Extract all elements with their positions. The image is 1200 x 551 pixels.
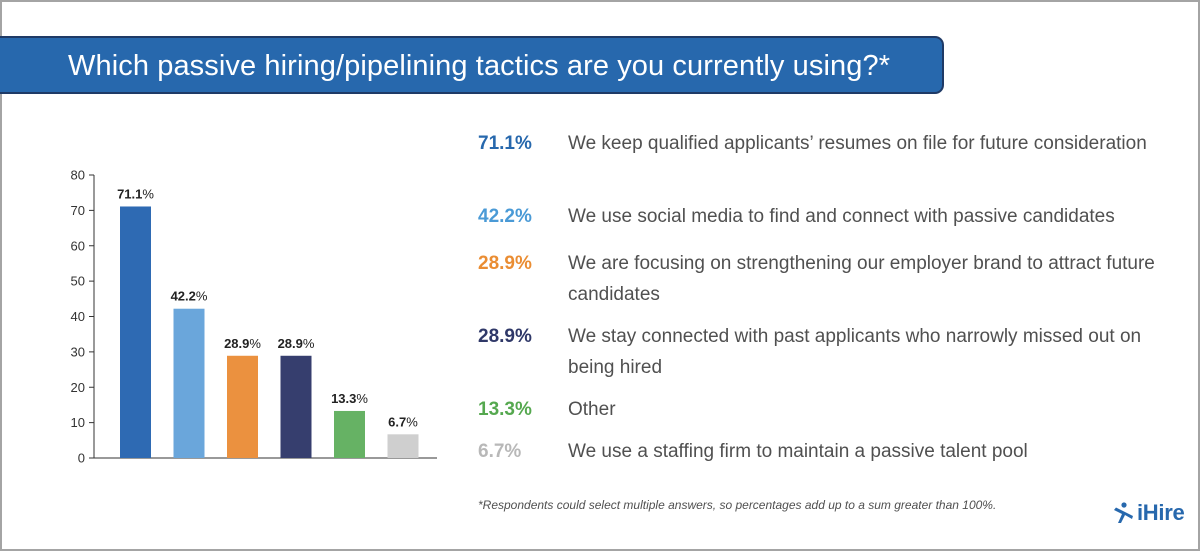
bar-value-label: 6.7%: [388, 414, 418, 429]
legend-percent: 13.3%: [478, 399, 532, 420]
bar-value-label: 28.9%: [278, 336, 315, 351]
y-tick-label: 50: [71, 274, 85, 289]
y-tick-label: 10: [71, 415, 85, 430]
bar: [280, 355, 312, 458]
legend-label: We use social media to find and connect …: [568, 206, 1115, 227]
title-banner: Which passive hiring/pipelining tactics …: [0, 36, 944, 94]
bar: [227, 355, 258, 458]
ihire-logo-icon: [1114, 502, 1133, 523]
bar: [334, 410, 365, 458]
y-tick-label: 60: [71, 238, 85, 253]
y-tick-label: 80: [71, 168, 85, 183]
legend-label: We use a staffing firm to maintain a pas…: [568, 441, 1028, 462]
bar-value-label: 71.1%: [117, 186, 154, 201]
legend-label: We stay connected with past applicants w…: [568, 326, 1142, 378]
bar-chart: 0 10 20 30 40 50 60 70 80 71.1% 42.2% 28.9% 28.9% 13.…: [71, 168, 437, 466]
bar: [120, 206, 151, 458]
legend-percent: 6.7%: [478, 441, 522, 462]
legend-percent: 71.1%: [478, 133, 532, 154]
legend-label: We are focusing on strengthening our emp…: [568, 253, 1155, 305]
bar: [387, 434, 419, 458]
logo-text: iHire: [1137, 500, 1185, 525]
y-tick-label: 0: [78, 451, 85, 466]
bar-value-label: 42.2%: [171, 289, 208, 304]
chart-title: Which passive hiring/pipelining tactics …: [68, 50, 891, 82]
y-tick-label: 30: [71, 344, 85, 359]
legend-percent: 42.2%: [478, 206, 532, 227]
bar: [173, 308, 205, 458]
legend-label: We keep qualified applicants’ resumes on…: [568, 133, 1147, 154]
bar-value-label: 28.9%: [224, 336, 261, 351]
legend-label: Other: [568, 399, 616, 420]
legend-percent: 28.9%: [478, 326, 532, 347]
y-tick-label: 20: [71, 380, 85, 395]
y-tick-label: 70: [71, 203, 85, 218]
ihire-logo: iHire: [1111, 500, 1185, 526]
footnote: *Respondents could select multiple answe…: [478, 498, 997, 512]
bar-value-label: 13.3%: [331, 391, 368, 406]
legend-percent: 28.9%: [478, 253, 532, 274]
y-tick-label: 40: [71, 309, 85, 324]
